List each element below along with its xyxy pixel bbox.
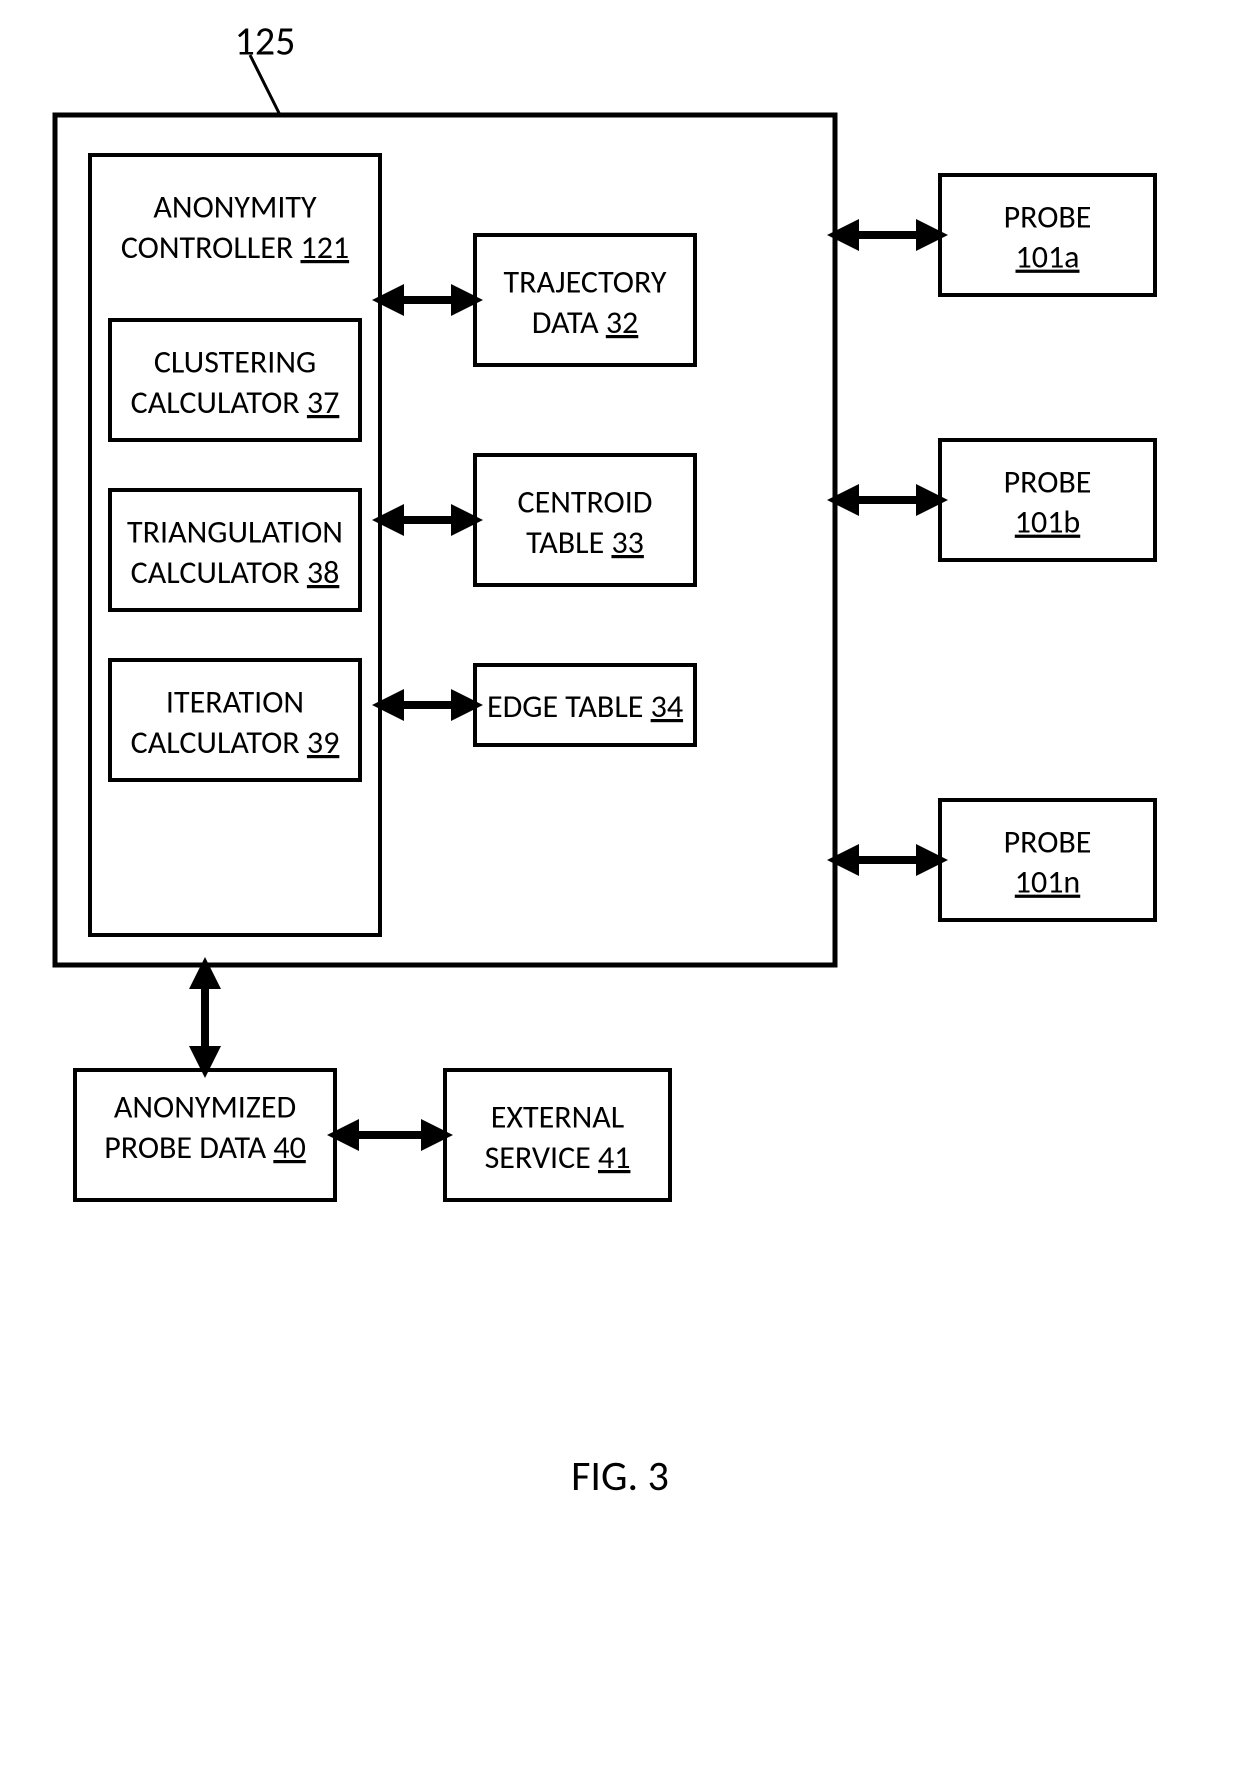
probe_b-ref: 101b — [1015, 503, 1080, 542]
probe_n-label: PROBE — [1004, 823, 1092, 862]
controller-title-1: ANONYMITY — [153, 188, 317, 227]
trajectory-label-line1: TRAJECTORY — [504, 263, 667, 302]
iteration-label-line2: CALCULATOR 39 — [131, 723, 340, 762]
probe_a-ref: 101a — [1016, 238, 1080, 277]
probe_n-ref: 101n — [1015, 863, 1080, 902]
figure-label: FIG. 3 — [571, 1451, 669, 1502]
probe_a-label: PROBE — [1004, 198, 1092, 237]
iteration-label-line1: ITERATION — [166, 683, 304, 722]
ext_svc-label-line2: SERVICE 41 — [485, 1138, 631, 1177]
controller-title-2: CONTROLLER 121 — [121, 228, 349, 267]
trajectory-label-line2: DATA 32 — [532, 303, 639, 342]
anon_probe-l2: PROBE DATA 40 — [104, 1128, 306, 1167]
edge-label: EDGE TABLE 34 — [487, 687, 683, 726]
triangulation-label-line2: CALCULATOR 38 — [131, 553, 340, 592]
clustering-label-line2: CALCULATOR 37 — [131, 383, 340, 422]
ext_svc-label-line1: EXTERNAL — [491, 1098, 624, 1137]
triangulation-label-line1: TRIANGULATION — [127, 513, 343, 552]
figure-ref-number: 125 — [235, 17, 296, 66]
probe_b-label: PROBE — [1004, 463, 1092, 502]
centroid-label-line1: CENTROID — [518, 483, 653, 522]
clustering-label-line1: CLUSTERING — [154, 343, 316, 382]
anon_probe-l1: ANONYMIZED — [114, 1088, 296, 1127]
centroid-label-line2: TABLE 33 — [526, 523, 644, 562]
